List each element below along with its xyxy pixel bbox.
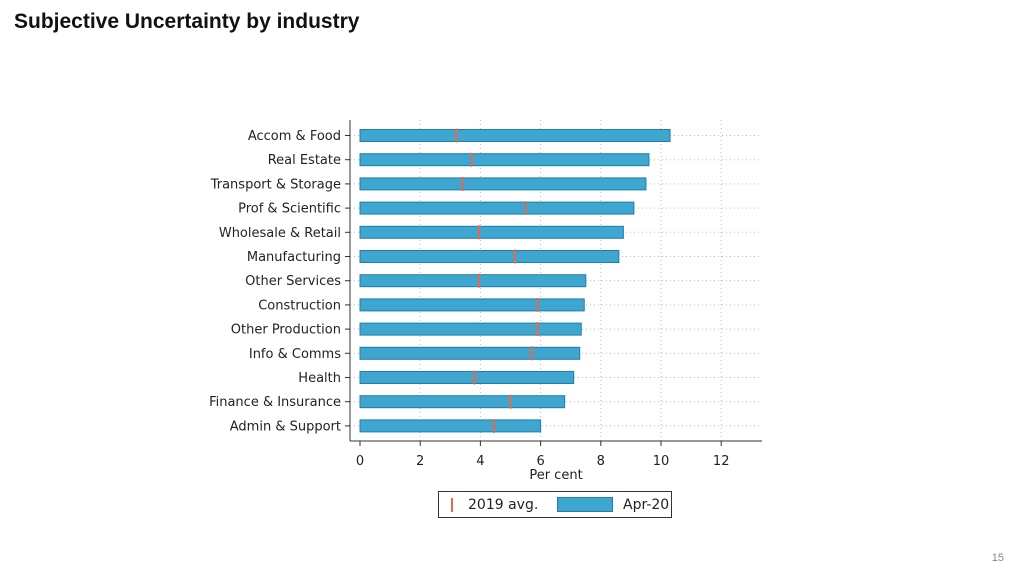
bar bbox=[359, 322, 582, 336]
y-tick-label: Info & Comms bbox=[249, 347, 341, 362]
bar bbox=[359, 225, 624, 239]
x-tick-label: 4 bbox=[476, 454, 484, 469]
bar bbox=[359, 371, 575, 384]
y-tick-label: Construction bbox=[258, 298, 341, 313]
legend-label-2019-avg: 2019 avg. bbox=[468, 497, 539, 513]
bar bbox=[359, 153, 650, 167]
y-tick-label: Transport & Storage bbox=[210, 177, 341, 192]
y-tick-label: Real Estate bbox=[268, 153, 341, 168]
legend-marker-swatch bbox=[451, 498, 453, 512]
bar bbox=[359, 201, 635, 215]
x-tick-label: 12 bbox=[713, 454, 730, 469]
markers-2019-avg bbox=[455, 128, 539, 433]
bar bbox=[359, 274, 587, 288]
y-tick-label: Other Production bbox=[231, 323, 341, 338]
chart-legend: 2019 avg. Apr-20 bbox=[438, 491, 672, 518]
x-axis-label: Per cent bbox=[529, 468, 582, 483]
y-tick-label: Accom & Food bbox=[248, 129, 341, 144]
y-tick-label: Prof & Scientific bbox=[238, 202, 341, 217]
bar bbox=[359, 177, 647, 191]
x-tick-label: 0 bbox=[356, 454, 364, 469]
bar bbox=[359, 250, 620, 263]
page-title: Subjective Uncertainty by industry bbox=[14, 10, 360, 33]
legend-label-apr-20: Apr-20 bbox=[623, 497, 670, 513]
bar bbox=[359, 419, 542, 433]
bar bbox=[359, 129, 671, 142]
bar bbox=[359, 346, 581, 360]
y-tick-label: Manufacturing bbox=[247, 250, 341, 265]
y-tick-label: Health bbox=[298, 371, 341, 386]
y-tick-label: Wholesale & Retail bbox=[219, 226, 341, 241]
y-tick-label: Admin & Support bbox=[230, 419, 341, 434]
x-tick-label: 10 bbox=[653, 454, 670, 469]
bar bbox=[359, 298, 585, 312]
page-number: 15 bbox=[991, 552, 1004, 564]
axes: Accom & Food Real Estate Transport & Stora… bbox=[209, 120, 762, 469]
bar bbox=[359, 395, 566, 409]
x-tick-label: 8 bbox=[597, 454, 605, 469]
y-tick-label: Other Services bbox=[245, 274, 341, 289]
x-tick-label: 6 bbox=[536, 454, 544, 469]
x-tick-label: 2 bbox=[416, 454, 424, 469]
legend-bar-swatch bbox=[557, 497, 613, 512]
bars bbox=[359, 129, 671, 433]
y-tick-label: Finance & Insurance bbox=[209, 395, 341, 410]
